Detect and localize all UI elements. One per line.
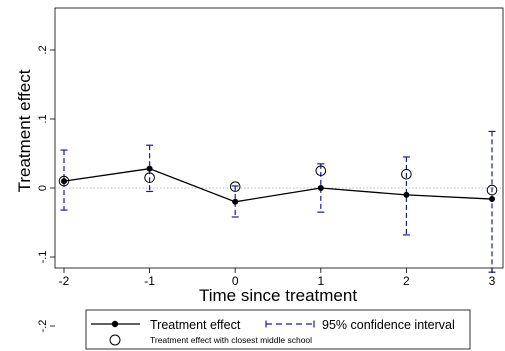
treatment-effect-point bbox=[489, 196, 495, 203]
x-tick-label: 3 bbox=[489, 274, 496, 288]
y-tick-label: 0 bbox=[37, 185, 49, 191]
x-tick-label: -2 bbox=[59, 274, 70, 288]
closest-school-point bbox=[315, 165, 327, 177]
y-tick-label: -.1 bbox=[37, 251, 49, 264]
x-tick-label: 0 bbox=[232, 274, 239, 288]
y-tick-label: .1 bbox=[37, 114, 49, 123]
closest-school-point bbox=[58, 175, 70, 187]
treatment-effect-point bbox=[232, 198, 239, 205]
treatment-effect-point bbox=[403, 191, 410, 198]
x-tick-label: 2 bbox=[403, 274, 410, 288]
plot-frame bbox=[54, 7, 504, 269]
legend-marker-closest-school bbox=[109, 334, 121, 346]
x-axis-title: Time since treatment bbox=[199, 286, 357, 305]
plot-region bbox=[54, 7, 504, 273]
treatment-effect-line bbox=[63, 168, 493, 203]
x-tick-label: -1 bbox=[144, 274, 155, 288]
treatment-effect-point bbox=[317, 185, 324, 191]
x-axis: -2 -1 0 1 2 3 bbox=[59, 268, 496, 288]
treatment-effect-point bbox=[61, 178, 67, 185]
treatment-effect-point bbox=[146, 165, 153, 172]
legend-marker-treatment-effect bbox=[111, 320, 119, 328]
x-tick-label: 1 bbox=[317, 274, 324, 288]
closest-school-point bbox=[486, 184, 498, 196]
legend-label-treatment-effect: Treatment effect bbox=[150, 318, 241, 332]
closest-school-point bbox=[229, 181, 241, 192]
y-tick-label: -.2 bbox=[37, 320, 49, 333]
y-tick-label: .2 bbox=[37, 45, 49, 54]
legend: Treatment effect 95% confidence interval… bbox=[85, 309, 471, 350]
legend-box bbox=[85, 309, 471, 350]
legend-label-confidence-interval: 95% confidence interval bbox=[322, 318, 455, 332]
y-axis-title: Treatment effect bbox=[15, 69, 34, 192]
y-axis: -.2-.10.1.2.3.4.5 bbox=[37, 45, 55, 333]
closest-school-point bbox=[401, 168, 412, 180]
legend-label-closest-school: Treatment effect with closest middle sch… bbox=[150, 335, 312, 345]
closest-school-point bbox=[144, 172, 155, 183]
